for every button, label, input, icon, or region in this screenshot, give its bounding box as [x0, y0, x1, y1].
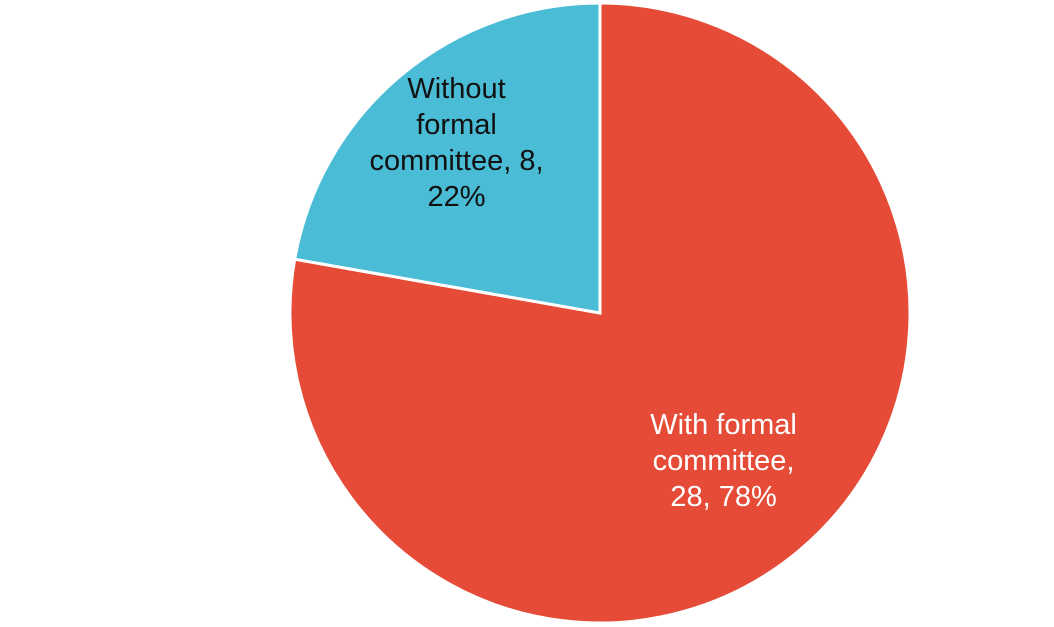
- data-label-0: With formal committee, 28, 78%: [650, 409, 797, 513]
- data-label-line: Without: [407, 73, 505, 105]
- data-labels-layer: With formal committee, 28, 78% Without forma…: [369, 73, 796, 513]
- data-label-line: committee,: [653, 445, 795, 477]
- data-label-line: 22%: [428, 181, 486, 213]
- pie-slice-1: [292, 1, 602, 315]
- data-label-line: 28, 78%: [670, 481, 776, 513]
- data-label-line: committee, 8,: [369, 145, 543, 177]
- data-label-1: Without formal committee, 8, 22%: [369, 73, 543, 213]
- pie-slice-0: [288, 1, 912, 625]
- slices-layer: [288, 1, 912, 625]
- data-label-line: With formal: [650, 409, 797, 441]
- data-label-line: formal: [416, 109, 497, 141]
